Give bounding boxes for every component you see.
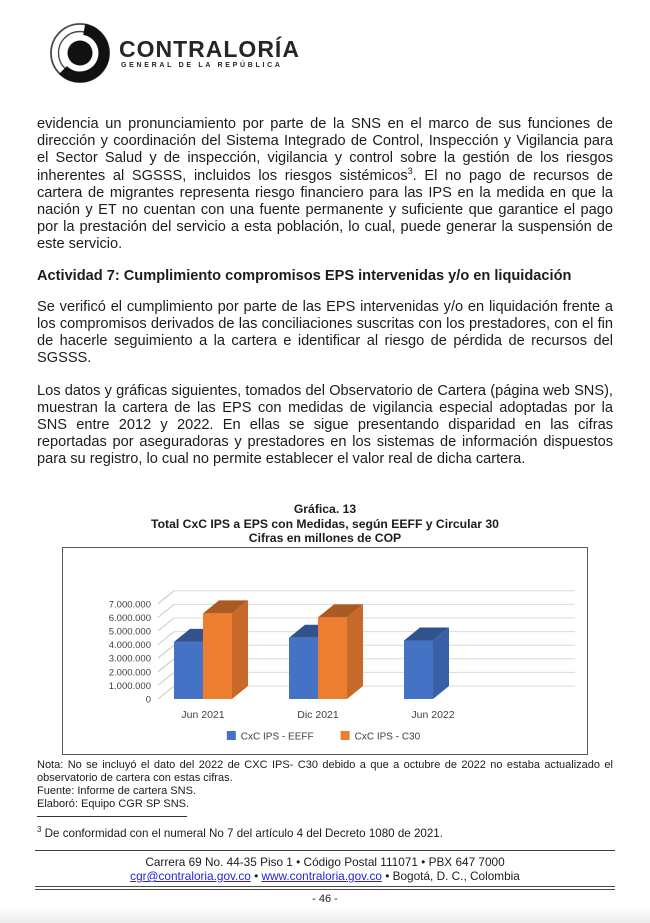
footnote-3-number: 3 (37, 825, 42, 834)
chart-bars: Jun 2021 Dic 2021 Jun 2022 (174, 600, 455, 721)
footnote-separator (37, 816, 187, 817)
footnote-3-text: De conformidad con el numeral No 7 del a… (41, 826, 443, 840)
x-axis-category-label: Jun 2021 (181, 709, 224, 721)
footer-double-rule (35, 886, 615, 890)
logo-title: CONTRALORÍA (119, 36, 300, 62)
chart-author: Elaboró: Equipo CGR SP SNS. (37, 797, 190, 810)
bar-chart: 0 1.000.000 2.000.000 3.000.000 4.000.000 5.0… (62, 546, 588, 755)
footnote-ref-3: 3 (407, 165, 413, 176)
bar-chart-canvas: 0 1.000.000 2.000.000 3.000.000 4.000.000 5.0… (109, 590, 575, 742)
y-axis-tick-label: 6.000.000 (109, 613, 151, 624)
footnote-area: 3 De conformidad con el numeral No 7 del… (37, 816, 613, 840)
footer-separator-2: • (385, 869, 390, 883)
y-axis-tick-label: 2.000.000 (109, 667, 151, 678)
chart-legend: CxC IPS - EEFF CxC IPS - C30 (226, 730, 421, 742)
chart-title: Gráfica. 13 Total CxC IPS a EPS con Medi… (62, 502, 588, 546)
footer-email-link[interactable]: cgr@contraloria.gov.co (130, 869, 251, 883)
paragraph-1: evidencia un pronunciamiento por parte d… (37, 116, 613, 254)
footer-contacts: cgr@contraloria.gov.co • www.contraloria… (0, 869, 650, 883)
footer-web-link[interactable]: www.contraloria.gov.co (261, 869, 382, 883)
footer-top-rule (35, 850, 615, 851)
paragraph-3: Los datos y gráficas siguientes, tomados… (37, 382, 613, 468)
logo-subtitle: GENERAL DE LA REPÚBLICA (121, 62, 283, 69)
chart-title-line-2: Total CxC IPS a EPS con Medidas, según E… (151, 516, 499, 531)
contraloria-emblem-icon (50, 23, 110, 83)
y-axis-tick-label: 0 (146, 694, 151, 705)
chart-notes: Nota: No se incluyó el dato del 2022 de … (37, 759, 613, 811)
legend-swatch (226, 730, 236, 740)
x-axis-category-label: Jun 2022 (411, 709, 454, 721)
y-axis-tick-label: 4.000.000 (109, 640, 151, 651)
legend-swatch (340, 730, 350, 740)
y-axis-tick-label: 7.000.000 (109, 599, 151, 610)
activity-7-heading: Actividad 7: Cumplimiento compromisos EP… (37, 267, 572, 284)
y-axis-tick-label: 1.000.000 (109, 681, 151, 692)
bar-cxc-ips-c30-jun-2021 (203, 600, 248, 699)
bar-cxc-ips-eeff-jun-2022 (404, 627, 449, 699)
y-axis-tick-label: 5.000.000 (109, 626, 151, 637)
bar-cxc-ips-c30-dic-2021 (318, 604, 363, 699)
paragraph-1-text-cont: . El no pago de recursos de cartera de m… (37, 167, 613, 253)
paragraph-1-text: evidencia un pronunciamiento por parte d… (37, 116, 613, 184)
contraloria-logo: CONTRALORÍA GENERAL DE LA REPÚBLICA (47, 20, 300, 86)
chart-section: Gráfica. 13 Total CxC IPS a EPS con Medi… (37, 502, 613, 810)
footer-address: Carrera 69 No. 44-35 Piso 1 • Código Pos… (145, 855, 505, 869)
paragraph-2: Se verificó el cumplimiento por parte de… (37, 298, 613, 367)
legend-label: CxC IPS - EEFF (241, 731, 314, 742)
body-text: evidencia un pronunciamiento por parte d… (37, 116, 613, 469)
chart-note: Nota: No se incluyó el dato del 2022 de … (37, 758, 613, 784)
page-bottom-edge (0, 907, 650, 923)
chart-source: Fuente: Informe de cartera SNS. (37, 784, 196, 797)
footnote-3: 3 De conformidad con el numeral No 7 del… (37, 823, 613, 840)
page-number: - 46 - (312, 893, 338, 905)
chart-title-line-1: Gráfica. 13 (293, 502, 357, 516)
page-footer: Carrera 69 No. 44-35 Piso 1 • Código Pos… (0, 850, 650, 923)
x-axis-category-label: Dic 2021 (297, 709, 339, 721)
footer-separator-1: • (254, 869, 259, 883)
y-axis-tick-label: 3.000.000 (109, 653, 151, 664)
chart-title-line-3: Cifras en millones de COP (248, 531, 402, 546)
footer-city: Bogotá, D. C., Colombia (392, 869, 520, 883)
legend-label: CxC IPS - C30 (355, 731, 421, 742)
